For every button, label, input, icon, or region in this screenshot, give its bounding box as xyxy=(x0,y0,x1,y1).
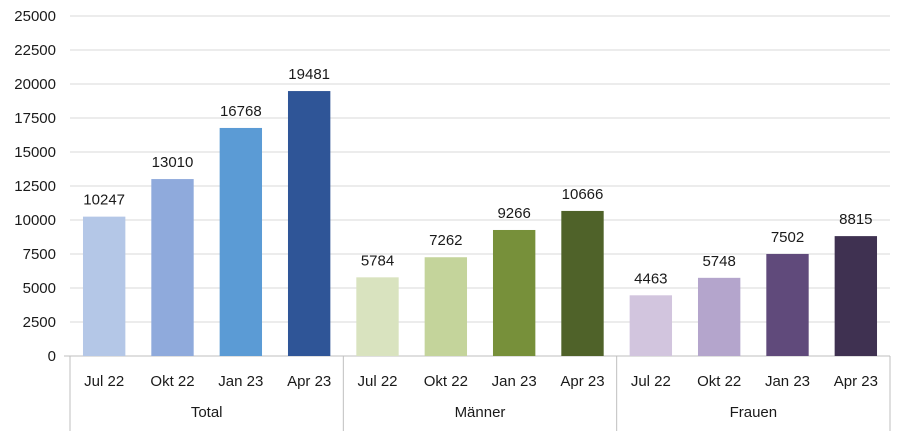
x-category-label: Okt 22 xyxy=(424,373,468,390)
data-label: 10666 xyxy=(562,186,604,203)
data-label: 8815 xyxy=(839,211,872,228)
data-label: 10247 xyxy=(83,192,125,209)
y-tick-label: 5000 xyxy=(23,280,56,297)
x-category-label: Apr 23 xyxy=(834,373,878,390)
bar-männer-jan-23 xyxy=(492,229,536,356)
bar-total-apr-23 xyxy=(287,91,331,356)
x-category-label: Jan 23 xyxy=(765,373,810,390)
bar-frauen-jan-23 xyxy=(766,253,809,356)
x-category-label: Okt 22 xyxy=(697,373,741,390)
x-category-label: Jan 23 xyxy=(218,373,263,390)
x-category-label: Apr 23 xyxy=(287,373,331,390)
y-tick-label: 7500 xyxy=(23,246,56,263)
group-label: Total xyxy=(191,404,223,421)
data-label: 4463 xyxy=(634,270,667,287)
bar-männer-apr-23 xyxy=(561,210,604,356)
data-label: 13010 xyxy=(152,154,194,171)
bar-total-jan-23 xyxy=(219,127,263,356)
x-category-label: Apr 23 xyxy=(560,373,604,390)
data-label: 16768 xyxy=(220,103,262,120)
y-tick-label: 12500 xyxy=(14,178,56,195)
y-tick-label: 10000 xyxy=(14,212,56,229)
bar-frauen-okt-22 xyxy=(697,277,741,356)
x-category-label: Okt 22 xyxy=(150,373,194,390)
bar-männer-okt-22 xyxy=(424,257,468,356)
data-label: 9266 xyxy=(497,205,530,222)
y-tick-label: 0 xyxy=(48,348,56,365)
y-tick-label: 2500 xyxy=(23,314,56,331)
x-category-label: Jul 22 xyxy=(84,373,124,390)
bar-total-okt-22 xyxy=(151,179,194,356)
data-label: 5784 xyxy=(361,252,394,269)
data-label: 7502 xyxy=(771,229,804,246)
bar-männer-jul-22 xyxy=(356,277,399,356)
group-label: Frauen xyxy=(730,404,778,421)
y-tick-label: 17500 xyxy=(14,110,56,127)
y-tick-label: 15000 xyxy=(14,144,56,161)
x-category-label: Jul 22 xyxy=(357,373,397,390)
x-category-label: Jul 22 xyxy=(631,373,671,390)
y-tick-label: 25000 xyxy=(14,8,56,25)
x-category-label: Jan 23 xyxy=(492,373,537,390)
bar-total-jul-22 xyxy=(82,216,126,356)
data-label: 19481 xyxy=(288,66,330,83)
bar-frauen-jul-22 xyxy=(629,295,673,356)
y-tick-label: 20000 xyxy=(14,76,56,93)
group-label: Männer xyxy=(455,404,506,421)
y-tick-label: 22500 xyxy=(14,42,56,59)
data-label: 5748 xyxy=(702,253,735,270)
data-label: 7262 xyxy=(429,232,462,249)
bar-frauen-apr-23 xyxy=(834,236,878,356)
